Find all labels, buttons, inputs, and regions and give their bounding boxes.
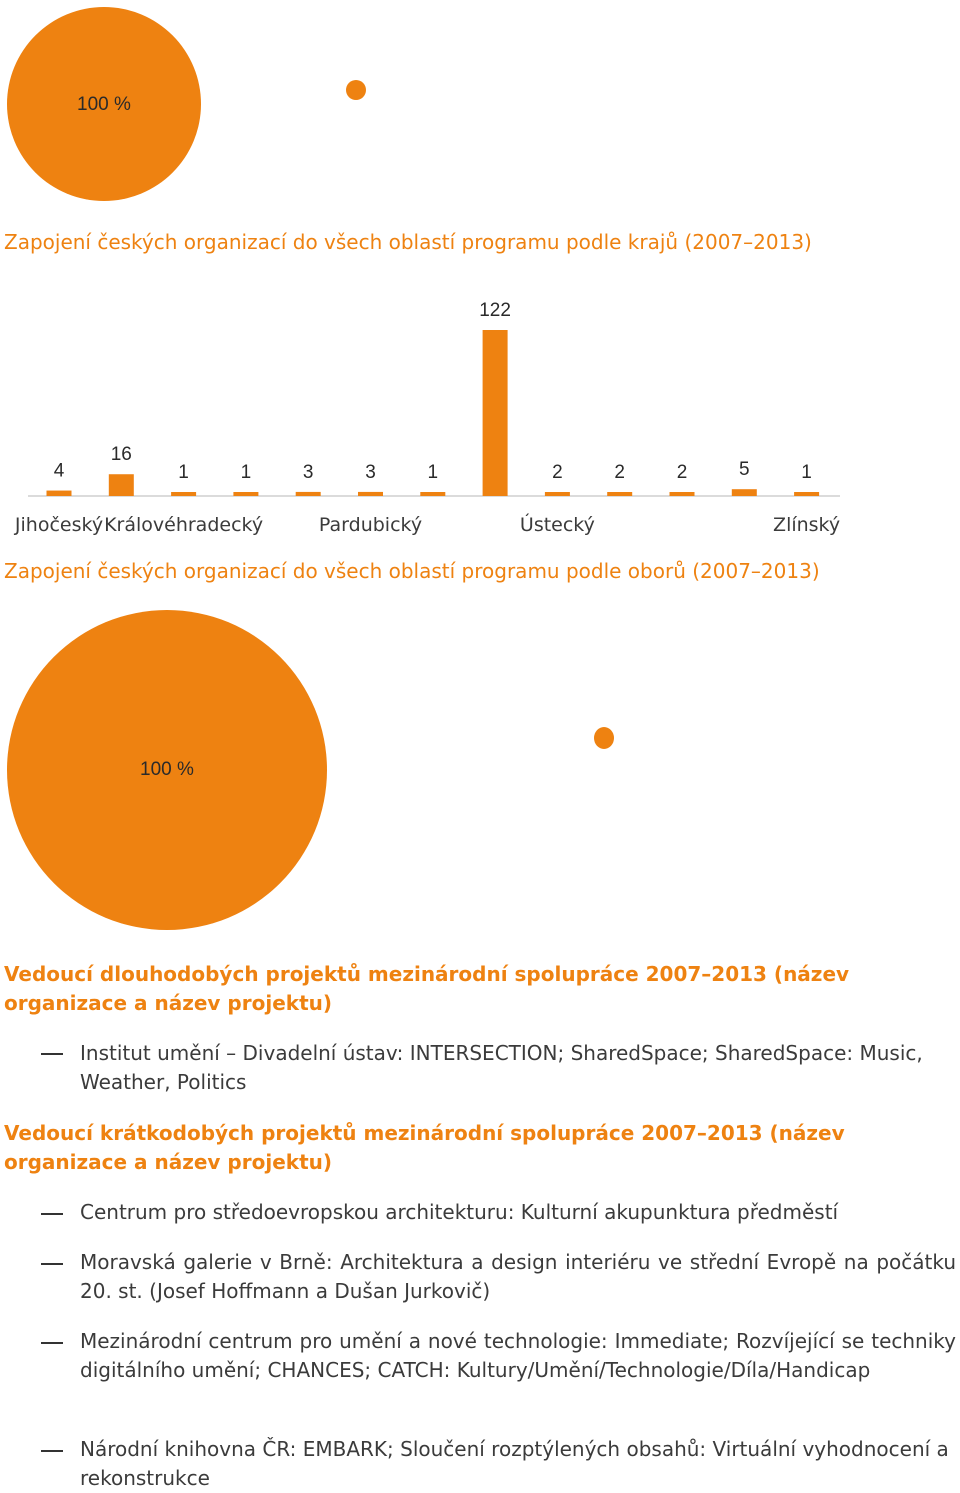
list-bullet-dash: [41, 1053, 63, 1055]
bar-2: [171, 492, 197, 496]
top-pie-slice: [7, 7, 201, 201]
bar-9: [607, 492, 633, 496]
bar-4: [295, 491, 321, 496]
bar-6: [420, 492, 446, 496]
x-tick-label: Královéhradecký: [104, 514, 263, 536]
bar-value-label: 2: [552, 462, 563, 483]
bar-value-label: 2: [677, 462, 688, 483]
short-projects-heading: Vedoucí krátkodobých projektů mezinárodn…: [4, 1121, 845, 1174]
bar-value-label: 1: [801, 462, 812, 483]
long-projects-heading: Vedoucí dlouhodobých projektů mezinárodn…: [4, 962, 850, 1015]
short-project-item: Moravská galerie v Brně: Architektura a …: [80, 1250, 956, 1303]
fields-pie-label: 100 %: [140, 759, 194, 780]
x-tick-label: Ústecký: [520, 512, 595, 536]
bar-0: [46, 490, 72, 496]
bar-5: [358, 491, 383, 496]
bar-value-label: 1: [428, 462, 439, 483]
regions-chart-title: Zapojení českých organizací do všech obl…: [4, 230, 812, 254]
bar-value-label: 5: [739, 459, 750, 480]
bar-1: [108, 474, 134, 496]
top-legend-dot: [346, 80, 366, 100]
x-tick-label: Pardubický: [319, 514, 422, 536]
long-project-item: Institut umění – Divadelní ústav: INTERS…: [80, 1041, 923, 1094]
short-project-item: Národní knihovna ČR: EMBARK; Sloučení ro…: [80, 1437, 949, 1490]
x-tick-label: Zlínský: [773, 514, 840, 536]
bar-3: [233, 492, 259, 496]
bar-value-label: 3: [365, 462, 376, 483]
bar-11: [731, 489, 757, 496]
bar-8: [544, 492, 570, 496]
bar-value-label: 16: [111, 444, 132, 465]
list-bullet-dash: [41, 1263, 63, 1265]
list-bullet-dash: [41, 1450, 63, 1452]
bar-value-label: 1: [178, 462, 189, 483]
bar-12: [794, 492, 820, 496]
bar-value-label: 2: [614, 462, 625, 483]
bar-10: [669, 492, 695, 496]
short-project-item: Mezinárodní centrum pro umění a nové tec…: [80, 1329, 956, 1382]
bar-value-label: 4: [54, 461, 65, 482]
x-tick-label: Jihočeský: [14, 514, 103, 536]
short-project-item: Centrum pro středoevropskou architekturu…: [80, 1200, 839, 1224]
bar-7: [482, 330, 508, 496]
list-bullet-dash: [41, 1213, 63, 1215]
fields-legend-dot: [594, 727, 614, 749]
bar-value-label: 3: [303, 462, 314, 483]
fields-pie-slice: [7, 610, 327, 930]
regions-bar-chart: 4 Jihočeský 16 1 Královéhradecký 1 3 3 Pardubick…: [14, 300, 840, 536]
top-pie-label: 100 %: [77, 94, 131, 115]
bar-value-label: 122: [479, 300, 511, 321]
fields-chart-title: Zapojení českých organizací do všech obl…: [4, 559, 820, 583]
list-bullet-dash: [41, 1342, 63, 1344]
bar-value-label: 1: [241, 462, 252, 483]
